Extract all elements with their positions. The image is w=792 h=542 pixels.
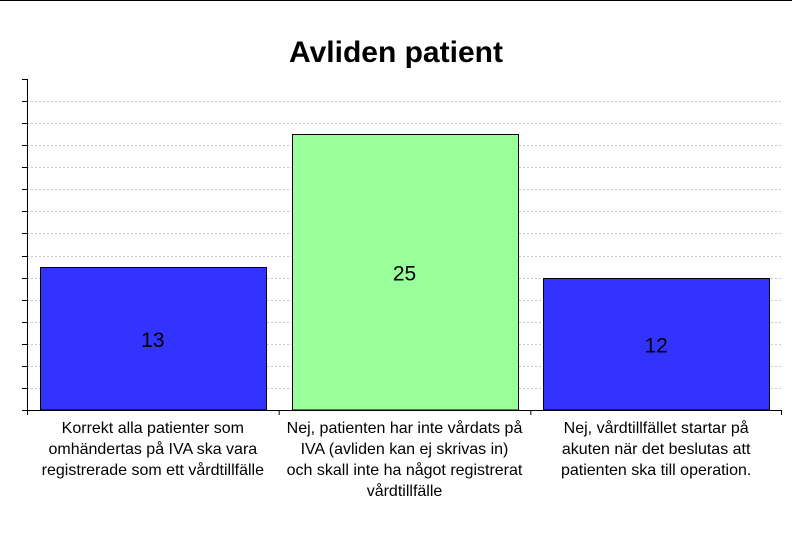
category-label-2: Nej, patienten har inte vårdats på IVA (… — [286, 420, 523, 500]
category-label-3: Nej, vårdtillfället startar på akuten nä… — [560, 420, 752, 479]
top-border — [0, 0, 792, 1]
data-label: 13 — [141, 329, 164, 352]
data-label: 25 — [393, 262, 416, 285]
bar — [292, 134, 519, 411]
chart-title: Avliden patient — [289, 36, 503, 69]
bar — [40, 267, 267, 411]
data-label: 12 — [644, 334, 667, 357]
category-label-1: Korrekt alla patienter som omhändertas p… — [41, 420, 264, 479]
bar — [543, 278, 770, 411]
